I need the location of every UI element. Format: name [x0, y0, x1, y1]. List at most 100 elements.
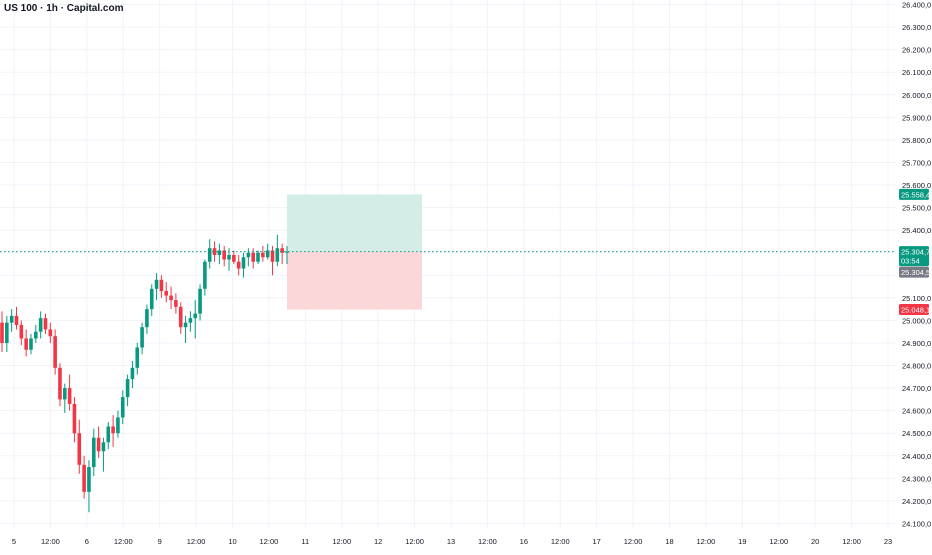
- price-tick-label: 24.900,0: [902, 339, 931, 348]
- candle-body[interactable]: [217, 250, 222, 255]
- candle-body[interactable]: [280, 248, 284, 253]
- candle-body[interactable]: [48, 329, 53, 337]
- time-tick-label: 12:00: [697, 537, 716, 546]
- price-tick-label: 24.400,0: [902, 452, 931, 461]
- candle-body[interactable]: [77, 433, 82, 465]
- stop-price-badge: [899, 304, 929, 316]
- candle-body[interactable]: [87, 467, 91, 492]
- target-price-text: 25.558,4: [901, 190, 930, 199]
- stop-zone[interactable]: [287, 251, 422, 310]
- price-tick-label: 24.800,0: [902, 362, 931, 371]
- time-axis[interactable]: 5 12:00 6 12:00 9 12:00 10 12:00 11 12:00 12 12:00 1…: [12, 537, 892, 546]
- candle-body[interactable]: [120, 397, 125, 418]
- candle-body[interactable]: [212, 248, 217, 255]
- price-tick-label: 26.200,0: [902, 46, 931, 55]
- candle-body[interactable]: [251, 252, 255, 262]
- candle-body[interactable]: [96, 437, 101, 452]
- time-tick-label: 11: [301, 537, 309, 546]
- candle-body[interactable]: [14, 315, 19, 325]
- candle-body[interactable]: [111, 426, 115, 434]
- candle-body[interactable]: [91, 437, 96, 468]
- candle-body[interactable]: [183, 322, 188, 328]
- candle-body[interactable]: [159, 279, 164, 292]
- price-tick-label: 24.500,0: [902, 429, 931, 438]
- time-tick-label: 9: [158, 537, 162, 546]
- candle-body[interactable]: [130, 367, 135, 380]
- candle-body[interactable]: [193, 313, 198, 319]
- price-tick-label: 24.700,0: [902, 384, 931, 393]
- candle-body[interactable]: [174, 300, 178, 307]
- candle-body[interactable]: [106, 426, 111, 443]
- candle-body[interactable]: [24, 338, 28, 350]
- candle-body[interactable]: [34, 331, 38, 339]
- candle-body[interactable]: [265, 250, 270, 258]
- last-price-text: 25.304,7: [901, 247, 930, 256]
- time-tick-label: 12:00: [41, 537, 60, 546]
- candle-body[interactable]: [275, 248, 280, 262]
- candle-body[interactable]: [207, 248, 212, 262]
- candle-body[interactable]: [227, 254, 231, 260]
- time-tick-label: 20: [811, 537, 819, 546]
- price-tick-label: 25.400,0: [902, 226, 931, 235]
- price-tick-label: 26.400,0: [902, 1, 931, 10]
- candle-body[interactable]: [116, 417, 120, 434]
- candle-body[interactable]: [270, 250, 275, 262]
- time-tick-label: 12:00: [405, 537, 424, 546]
- price-axis[interactable]: 26.400,0 26.300,0 26.200,0 26.100,0 26.000,0…: [902, 1, 931, 529]
- candle-body[interactable]: [19, 324, 24, 339]
- candle-body[interactable]: [5, 322, 9, 343]
- candle-body[interactable]: [135, 347, 140, 368]
- candle-body[interactable]: [178, 306, 183, 328]
- long-position-tool[interactable]: [287, 194, 422, 310]
- candle-body[interactable]: [0, 322, 4, 343]
- candle-body[interactable]: [222, 250, 227, 260]
- candle-body[interactable]: [285, 251, 289, 253]
- candle-body[interactable]: [38, 318, 43, 332]
- candle-body[interactable]: [203, 261, 207, 289]
- candle-body[interactable]: [246, 252, 251, 258]
- price-tick-label: 25.500,0: [902, 204, 931, 213]
- candle-body[interactable]: [53, 336, 57, 368]
- candle-body[interactable]: [101, 442, 106, 452]
- bar-countdown-text: 03:54: [901, 257, 920, 266]
- candle-body[interactable]: [164, 291, 169, 296]
- candle-body[interactable]: [169, 295, 173, 301]
- candle-body[interactable]: [29, 338, 33, 350]
- candle-body[interactable]: [149, 288, 154, 310]
- candle-body[interactable]: [125, 379, 130, 398]
- candle-body[interactable]: [188, 318, 193, 323]
- candle-body[interactable]: [72, 403, 77, 434]
- price-tick-label: 26.100,0: [902, 68, 931, 77]
- time-tick-label: 12:00: [624, 537, 643, 546]
- candle-body[interactable]: [198, 288, 202, 314]
- price-tick-label: 25.100,0: [902, 294, 931, 303]
- time-tick-label: 5: [12, 537, 16, 546]
- candle-body[interactable]: [145, 309, 149, 328]
- candle-body[interactable]: [62, 388, 67, 400]
- price-tick-label: 24.600,0: [902, 407, 931, 416]
- time-tick-label: 19: [738, 537, 746, 546]
- candle-body[interactable]: [82, 464, 86, 492]
- candle-body[interactable]: [67, 388, 72, 404]
- price-badges: 25.558,4 25.304,703:54 25.304,5 25.048,1: [899, 188, 930, 316]
- candle-body[interactable]: [140, 327, 144, 348]
- chart-title: US 100 · 1h · Capital.com: [4, 3, 124, 14]
- price-tick-label: 25.900,0: [902, 113, 931, 122]
- candlestick-series[interactable]: [0, 234, 289, 513]
- candle-body[interactable]: [256, 252, 260, 262]
- candle-body[interactable]: [241, 257, 246, 269]
- candle-body[interactable]: [232, 254, 236, 262]
- time-tick-label: 17: [592, 537, 600, 546]
- target-zone[interactable]: [287, 194, 422, 252]
- candle-body[interactable]: [236, 261, 241, 269]
- price-tick-label: 24.200,0: [902, 497, 931, 506]
- time-tick-label: 23: [884, 537, 892, 546]
- candle-body[interactable]: [9, 315, 14, 323]
- candle-body[interactable]: [261, 252, 265, 258]
- last-price-badge: [899, 246, 929, 267]
- candle-body[interactable]: [43, 318, 48, 330]
- candle-body[interactable]: [154, 279, 159, 289]
- candle-body[interactable]: [58, 367, 62, 400]
